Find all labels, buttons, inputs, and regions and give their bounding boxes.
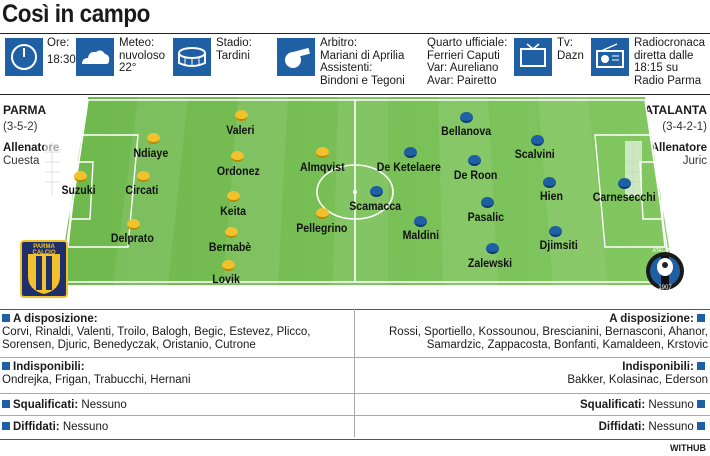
home-goal-icon — [44, 141, 61, 197]
player-away-3: Djimsiti — [539, 240, 578, 252]
player-dot — [618, 178, 631, 189]
whistle-icon — [277, 38, 315, 76]
player-away-5: De Roon — [453, 170, 498, 182]
bullet-square-icon — [697, 422, 705, 430]
player-home-5: Ordonez — [216, 166, 260, 178]
cloud-icon — [76, 38, 114, 76]
bullet-square-icon — [2, 362, 10, 370]
player-dot — [468, 155, 481, 166]
stadium-icon — [173, 38, 211, 76]
page-title: Così in campo — [2, 0, 150, 28]
clock-icon — [5, 38, 43, 76]
bullet-square-icon — [697, 362, 705, 370]
home-unavailable: Indisponibili: Ondrejka, Frigan, Trabucc… — [2, 361, 191, 386]
player-home-4: Valeri — [226, 125, 255, 137]
player-home-8: Lovik — [212, 274, 240, 286]
player-dot — [481, 197, 494, 208]
home-team-name: PARMA — [3, 103, 47, 117]
player-away-0: Carnesecchi — [592, 192, 656, 204]
player-away-9: Maldini — [402, 230, 440, 242]
player-dot — [127, 219, 140, 230]
away-formation: (3-4-2-1) — [662, 121, 707, 133]
away-unavailable: Indisponibili: Bakker, Kolasinac, Ederso… — [567, 361, 708, 386]
home-suspended: Squalificati: Nessuno — [2, 399, 127, 412]
player-dot — [531, 135, 544, 146]
player-dot — [543, 177, 556, 188]
pitch — [58, 97, 675, 285]
player-dot — [486, 243, 499, 254]
player-dot — [235, 110, 248, 121]
player-dot — [316, 147, 329, 158]
player-away-6: Pasalic — [467, 212, 505, 224]
player-dot — [414, 216, 427, 227]
player-dot — [227, 191, 240, 202]
player-home-2: Circati — [125, 185, 159, 197]
radio-icon — [591, 38, 629, 76]
player-home-1: Ndiaye — [133, 148, 169, 160]
player-dot — [549, 226, 562, 237]
player-dot — [460, 112, 473, 123]
player-dot — [137, 171, 150, 182]
player-dot — [370, 186, 383, 197]
player-dot — [231, 151, 244, 162]
bullet-square-icon — [697, 400, 705, 408]
player-home-6: Keita — [220, 206, 246, 218]
credit: WITHUB — [670, 443, 706, 453]
player-home-7: Bernabè — [208, 242, 252, 254]
away-warned: Diffidati: Nessuno — [599, 421, 708, 434]
home-coach: Cuesta — [3, 155, 40, 167]
player-away-10: Scamacca — [349, 201, 402, 213]
player-home-0: Suzuki — [61, 185, 96, 197]
parma-logo: PARMA CALCIO — [20, 240, 68, 298]
away-suspended: Squalificati: Nessuno — [580, 399, 708, 412]
player-away-8: De Ketelaere — [376, 162, 441, 174]
player-dot — [147, 133, 160, 144]
atalanta-logo: ATALANTA 1907 — [645, 245, 685, 297]
away-coach: Juric — [682, 155, 707, 167]
player-home-9: Almqvist — [299, 162, 345, 174]
away-team-name: ATALANTA — [644, 103, 707, 117]
player-dot — [74, 171, 87, 182]
match-info-bar: Ore: 18:30 Meteo: nuvoloso 22° Stadio: Tardi… — [0, 33, 710, 95]
bullet-square-icon — [2, 314, 10, 322]
player-away-1: Scalvini — [514, 149, 555, 161]
player-dot — [404, 147, 417, 158]
home-bench: A disposizione: Corvi, Rinaldi, Valenti,… — [2, 313, 311, 351]
player-home-3: Delprato — [110, 233, 154, 245]
player-home-10: Pellegrino — [296, 223, 348, 235]
player-away-4: Bellanova — [441, 126, 492, 138]
player-away-7: Zalewski — [467, 258, 513, 270]
bullet-square-icon — [2, 400, 10, 408]
bullet-square-icon — [697, 314, 705, 322]
home-warned: Diffidati: Nessuno — [2, 421, 108, 434]
away-bench: A disposizione: Rossi, Sportiello, Kosso… — [389, 313, 708, 351]
player-dot — [225, 227, 238, 238]
home-formation: (3-5-2) — [3, 121, 38, 133]
player-dot — [222, 260, 235, 271]
player-away-2: Hien — [539, 191, 563, 203]
away-coach-label: Allenatore — [650, 142, 707, 154]
tv-icon — [514, 38, 552, 76]
bullet-square-icon — [2, 422, 10, 430]
player-dot — [316, 208, 329, 219]
away-goal-icon — [625, 141, 642, 197]
